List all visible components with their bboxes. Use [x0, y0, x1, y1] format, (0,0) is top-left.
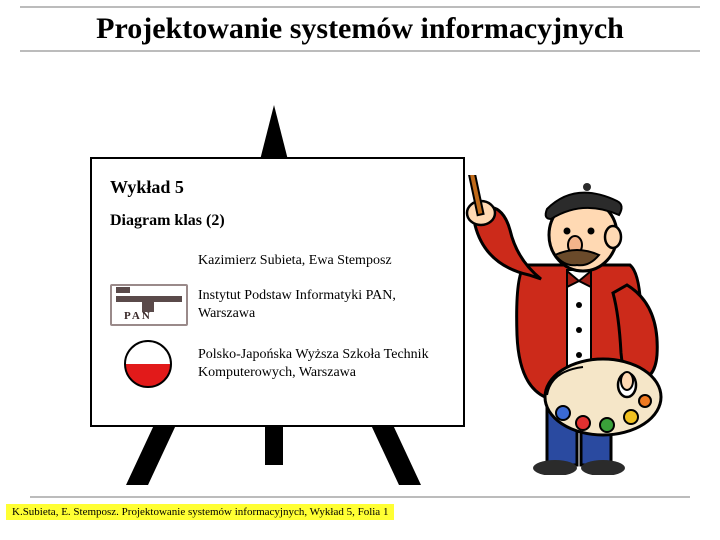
pan-logo: PAN	[110, 284, 188, 326]
affiliation-pan: Instytut Podstaw Informatyki PAN, Warsza…	[198, 287, 449, 322]
footer-rule	[30, 496, 690, 498]
title-underline	[20, 50, 700, 52]
painter-clipart	[455, 175, 690, 475]
authors: Kazimierz Subieta, Ewa Stemposz	[198, 252, 449, 270]
footer-citation: K.Subieta, E. Stemposz. Projektowanie sy…	[6, 504, 394, 520]
pan-logo-text: PAN	[124, 310, 152, 324]
easel-leg-center	[265, 425, 283, 465]
easel: Wykład 5 Diagram klas (2) Kazimierz Subi…	[85, 105, 485, 475]
lecture-number: Wykład 5	[110, 177, 449, 198]
page-title: Projektowanie systemów informacyjnych	[0, 12, 720, 46]
easel-leg-right	[371, 425, 421, 485]
lecture-subtitle: Diagram klas (2)	[110, 212, 449, 230]
affiliation-pjwstk: Polsko-Japońska Wyższa Szkoła Technik Ko…	[198, 346, 449, 381]
easel-leg-left	[126, 425, 176, 485]
easel-top	[260, 105, 288, 160]
top-rule	[20, 6, 700, 8]
info-card: Wykład 5 Diagram klas (2) Kazimierz Subi…	[90, 157, 465, 427]
pjwstk-logo	[124, 340, 172, 388]
